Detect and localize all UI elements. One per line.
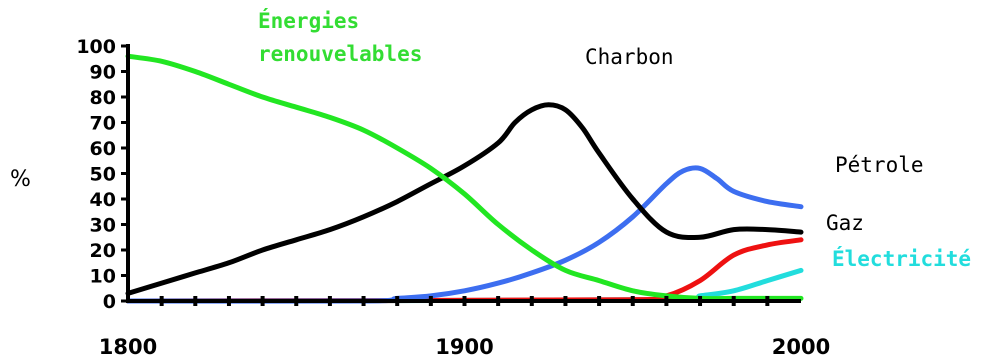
series-labels: Énergies renouvelables Charbon Pétrole Gaz Él… <box>258 8 971 271</box>
series-label-charbon: Charbon <box>585 45 674 69</box>
series-line-energies-renouvelables <box>125 53 804 302</box>
y-tick-label: 10 <box>90 266 116 288</box>
y-tick-label: 70 <box>90 113 116 135</box>
y-tick-label: 40 <box>90 189 116 211</box>
series-label-electricite: Électricité <box>832 246 971 271</box>
series-line-charbon <box>125 102 804 296</box>
series-lines <box>125 53 804 304</box>
x-tick-label: 1800 <box>99 335 157 359</box>
series-label-energies-renouvelables: Énergies renouvelables <box>258 8 422 66</box>
y-tick-label: 90 <box>90 62 116 84</box>
series-label-gaz: Gaz <box>826 211 864 235</box>
x-tick-label: 1900 <box>435 335 493 359</box>
y-ticks: 0 10 20 30 40 50 60 70 80 90 100 <box>76 36 128 313</box>
x-tick-label: 2000 <box>772 335 830 359</box>
y-tick-label: 20 <box>90 240 116 262</box>
x-ticks: 1800 1900 2000 <box>99 296 830 359</box>
y-tick-label: 0 <box>103 291 116 313</box>
y-axis-label: % <box>10 167 31 192</box>
y-tick-label: 60 <box>90 138 116 160</box>
y-tick-label: 50 <box>90 164 116 186</box>
y-tick-label: 80 <box>90 87 116 109</box>
y-tick-label: 30 <box>90 215 116 237</box>
y-tick-label: 100 <box>76 36 116 58</box>
series-label-petrole: Pétrole <box>835 153 924 177</box>
